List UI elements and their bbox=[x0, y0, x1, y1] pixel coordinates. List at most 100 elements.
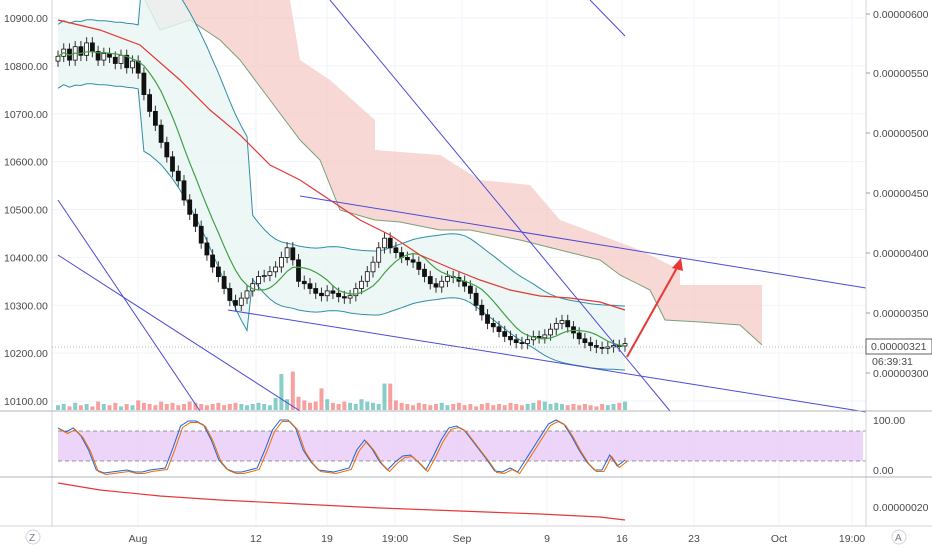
volume-bar bbox=[359, 399, 364, 410]
candle-body bbox=[467, 285, 473, 294]
volume-bar bbox=[519, 405, 524, 410]
candle-body bbox=[404, 256, 410, 261]
candle-body bbox=[95, 51, 101, 61]
volume-bar bbox=[365, 401, 370, 410]
candle-body bbox=[353, 288, 359, 297]
volume-bar bbox=[164, 404, 169, 410]
candle-body bbox=[364, 271, 370, 282]
candle-body bbox=[273, 266, 279, 273]
candle-body bbox=[227, 288, 233, 301]
trend-line bbox=[227, 309, 867, 413]
volume-bar bbox=[623, 401, 627, 410]
volume-bar bbox=[548, 404, 553, 410]
candle-body bbox=[519, 342, 525, 345]
volume-bar bbox=[388, 383, 393, 410]
volume-bar bbox=[542, 401, 547, 410]
volume-bar bbox=[216, 402, 221, 410]
volume-bar bbox=[262, 404, 267, 410]
candle-body bbox=[622, 343, 628, 347]
candle-body bbox=[78, 46, 84, 56]
volume-bar bbox=[371, 402, 375, 410]
auto-scale-button[interactable]: A bbox=[891, 529, 907, 545]
candle-body bbox=[508, 335, 513, 341]
volume-bar bbox=[525, 404, 530, 410]
trend-lines[interactable] bbox=[57, 0, 867, 413]
time-tick-label: Aug bbox=[129, 533, 148, 545]
volume-bar bbox=[428, 405, 433, 410]
volume-bar bbox=[588, 405, 593, 410]
volume-bar bbox=[170, 402, 175, 410]
volume-bar bbox=[422, 404, 427, 410]
oscillator-axis: 100.00 0.00 0.00000020 bbox=[873, 415, 929, 514]
a-button-label: A bbox=[895, 533, 902, 544]
candle-body bbox=[307, 283, 313, 289]
projection-arrow bbox=[626, 258, 683, 358]
volume-bar bbox=[124, 404, 129, 410]
candle-body bbox=[433, 283, 439, 288]
candle-body bbox=[490, 322, 496, 328]
volume-bar bbox=[227, 404, 232, 410]
candle-body bbox=[267, 271, 273, 276]
candle-body bbox=[204, 242, 210, 256]
volume-bar bbox=[250, 404, 255, 410]
right-tick-label: 0.00000450 bbox=[873, 188, 929, 200]
band-upper bbox=[57, 0, 626, 307]
candle-body bbox=[284, 247, 290, 258]
candle-body bbox=[215, 266, 221, 278]
countdown-label: 06:39:31 bbox=[872, 356, 913, 368]
trend-line bbox=[57, 199, 201, 412]
candle-body bbox=[559, 320, 565, 324]
volume-bar bbox=[474, 406, 479, 410]
osc-band bbox=[58, 431, 863, 461]
candle-body bbox=[496, 326, 502, 332]
stochastic-oscillator bbox=[57, 419, 866, 476]
candle-body bbox=[416, 261, 422, 270]
volume-bar bbox=[199, 404, 204, 410]
volume-bar bbox=[136, 400, 141, 410]
volume-bar bbox=[330, 402, 335, 410]
volume-bar bbox=[560, 404, 564, 410]
volume-bar bbox=[479, 404, 484, 410]
volume-bar bbox=[222, 405, 227, 410]
candle-body bbox=[319, 292, 324, 297]
volume-bar bbox=[617, 402, 622, 410]
time-tick-label: 23 bbox=[688, 533, 700, 545]
candle-body bbox=[158, 124, 164, 143]
volume-bar bbox=[113, 402, 118, 410]
left-tick-label: 10700.00 bbox=[4, 109, 48, 121]
volume-bar bbox=[571, 404, 576, 410]
volume-bar bbox=[445, 405, 450, 410]
candle-body bbox=[445, 276, 450, 282]
volume-bar bbox=[531, 402, 536, 410]
volume-bar bbox=[153, 405, 158, 410]
volume-bar bbox=[348, 402, 353, 410]
candle-body bbox=[485, 314, 490, 324]
left-tick-label: 10300.00 bbox=[4, 300, 48, 312]
volume-bar bbox=[565, 405, 570, 410]
time-tick-label: 19:00 bbox=[839, 533, 865, 545]
left-tick-label: 10200.00 bbox=[4, 348, 48, 360]
left-tick-label: 10500.00 bbox=[4, 205, 48, 217]
candle-body bbox=[422, 268, 427, 277]
candle-body bbox=[181, 180, 187, 201]
volume-bar bbox=[130, 405, 135, 410]
osc-tick-label: 0.00 bbox=[873, 465, 894, 477]
volume-bar bbox=[187, 401, 192, 410]
volume-bar bbox=[554, 402, 559, 410]
candle-body bbox=[479, 304, 485, 316]
candle-body bbox=[193, 213, 198, 227]
right-tick-label: 0.00000500 bbox=[873, 128, 929, 140]
right-tick-label: 0.00000350 bbox=[873, 308, 929, 320]
timezone-button[interactable]: Z bbox=[25, 529, 41, 545]
candle-body bbox=[256, 276, 261, 285]
candle-body bbox=[170, 156, 175, 172]
candle-body bbox=[347, 295, 353, 299]
volume-bar bbox=[405, 404, 410, 410]
volume-bar bbox=[462, 405, 467, 410]
volume-bar bbox=[308, 402, 312, 410]
ichimoku-cloud bbox=[144, 0, 763, 346]
volume-bar bbox=[376, 404, 381, 410]
candle-body bbox=[599, 346, 605, 349]
candle-body bbox=[313, 288, 319, 294]
